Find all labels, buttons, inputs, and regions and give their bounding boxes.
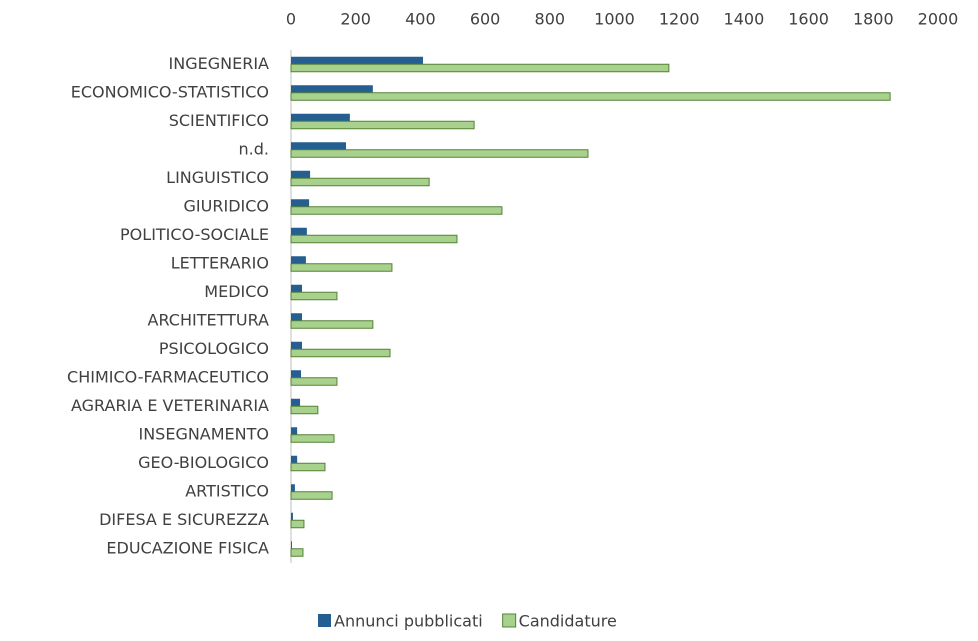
x-tick-label: 1000: [594, 10, 635, 29]
bar: [291, 199, 310, 207]
y-tick-label: CHIMICO-FARMACEUTICO: [67, 367, 269, 386]
y-tick-label: n.d.: [239, 139, 269, 158]
x-tick-label: 1200: [659, 10, 700, 29]
x-tick-label: 200: [340, 10, 371, 29]
bar: [291, 85, 373, 93]
bar: [291, 256, 306, 264]
bar: [290, 491, 333, 500]
bar: [291, 484, 295, 492]
bar: [290, 348, 391, 358]
y-tick-label: ARTISTICO: [185, 481, 269, 500]
legend-label: Annunci pubblicati: [334, 612, 483, 631]
bar: [291, 227, 307, 236]
bar: [290, 92, 891, 101]
x-tick-label: 800: [535, 10, 566, 29]
y-tick-label: INGEGNERIA: [169, 54, 270, 73]
y-tick-label: LINGUISTICO: [166, 168, 269, 187]
bar: [291, 512, 293, 521]
y-tick-label: DIFESA E SICUREZZA: [99, 510, 269, 529]
legend-label: Candidature: [519, 612, 617, 631]
bar: [290, 263, 393, 272]
y-tick-label: INSEGNAMENTO: [138, 424, 269, 443]
y-tick-label: AGRARIA E VETERINARIA: [71, 396, 269, 415]
bar: [290, 149, 589, 158]
bar: [291, 142, 346, 150]
y-tick-label: SCIENTIFICO: [169, 111, 269, 130]
x-tick-label: 1800: [853, 10, 894, 29]
bar: [291, 56, 423, 65]
x-tick-label: 1600: [788, 10, 829, 29]
y-tick-label: GIURIDICO: [184, 196, 269, 215]
legend-swatch: [318, 614, 331, 627]
y-tick-label: ARCHITETTURA: [148, 310, 270, 329]
bar: [291, 398, 301, 407]
bar: [290, 462, 326, 472]
x-tick-label: 600: [470, 10, 501, 29]
bar: [291, 113, 350, 122]
bar: [290, 548, 304, 557]
bar: [290, 377, 338, 386]
bar: [290, 434, 335, 443]
y-tick-label: ECONOMICO-STATISTICO: [71, 82, 269, 101]
y-tick-label: GEO-BIOLOGICO: [138, 453, 269, 472]
y-tick-label: MEDICO: [204, 282, 269, 301]
y-tick-label: LETTERARIO: [171, 253, 269, 272]
bar: [290, 234, 458, 244]
bar: [290, 63, 670, 73]
bar: [291, 455, 298, 464]
bar: [291, 370, 302, 378]
y-tick-label: PSICOLOGICO: [159, 339, 269, 358]
x-tick-label: 2000: [918, 10, 959, 29]
x-tick-label: 400: [405, 10, 436, 29]
x-tick-label: 0: [286, 10, 296, 29]
bar: [291, 284, 302, 293]
x-tick-label: 1400: [724, 10, 765, 29]
bar: [290, 120, 475, 130]
bar: [291, 541, 292, 549]
bar: [291, 427, 298, 435]
bar: [290, 405, 319, 415]
bar: [290, 519, 305, 529]
y-tick-label: POLITICO-SOCIALE: [120, 225, 269, 244]
bar: [290, 177, 430, 187]
bar: [290, 320, 374, 329]
bar: [290, 206, 503, 215]
legend-swatch: [502, 613, 517, 628]
bar: [291, 170, 311, 179]
bar: [290, 291, 338, 301]
bar: [291, 341, 302, 350]
y-tick-label: EDUCAZIONE FISICA: [106, 538, 269, 557]
bar: [291, 313, 302, 321]
